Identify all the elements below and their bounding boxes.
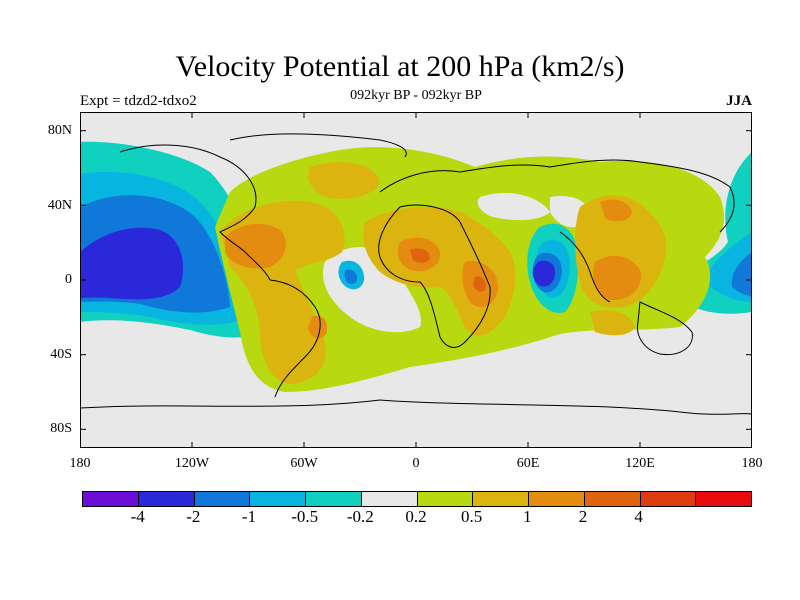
westpac-negative-contour-2 xyxy=(731,252,752,296)
indian-ocean-negative-contour-3 xyxy=(532,260,556,287)
axis-ticks xyxy=(80,112,752,448)
colorbar-swatch-1 xyxy=(138,492,195,506)
colorbar-swatch-3 xyxy=(250,492,306,506)
colorbar-label: -0.5 xyxy=(291,507,319,526)
colorbar-label: 2 xyxy=(578,507,588,526)
lat-label-40n: 40N xyxy=(47,198,72,213)
colorbar-swatch-8 xyxy=(529,492,585,506)
colorbar-label: -4 xyxy=(130,507,145,526)
lat-label-80s: 80S xyxy=(50,421,72,436)
colorbar-swatch-5 xyxy=(361,492,418,506)
lat-label-80n: 80N xyxy=(47,123,72,138)
southpac-positive-contour-0 xyxy=(590,310,635,336)
map-panel xyxy=(80,112,752,448)
colorbar-label: 1 xyxy=(523,507,532,526)
lon-label-60w: 60W xyxy=(290,456,318,471)
colorbar-swatch-2 xyxy=(194,492,251,506)
coastlines xyxy=(80,133,752,415)
eafrica-positive-contour-2 xyxy=(473,276,486,292)
colorbar-swatch-7 xyxy=(473,492,529,506)
colorbar-swatch-4 xyxy=(306,492,362,506)
velocity-potential-map xyxy=(80,112,752,448)
colorbar-swatch-6 xyxy=(417,492,474,506)
colorbar-swatch-0 xyxy=(83,492,139,506)
lon-label-180e: 180 xyxy=(741,456,763,471)
lon-label-120e: 120E xyxy=(625,456,655,471)
midlat-positive-contour-0 xyxy=(308,162,380,199)
colorbar-swatch-10 xyxy=(640,492,697,506)
lon-label-180w: 180 xyxy=(69,456,91,471)
period-label: 092kyr BP - 092kyr BP xyxy=(350,88,482,103)
lon-label-60e: 60E xyxy=(516,456,540,471)
season-label: JJA xyxy=(726,93,752,109)
experiment-label: Expt = tdzd2-tdxo2 xyxy=(80,93,197,109)
lat-label-40s: 40S xyxy=(50,347,72,362)
chart-title: Velocity Potential at 200 hPa (km2/s) xyxy=(175,50,625,83)
colorbar-label: -0.2 xyxy=(346,507,374,526)
neutral-hole-mediterranean xyxy=(477,192,550,221)
colorbar-swatch-11 xyxy=(696,492,751,506)
lon-label-120w: 120W xyxy=(174,456,210,471)
colorbar xyxy=(82,491,752,507)
africa-positive-contour-2 xyxy=(410,248,430,263)
china-positive-contour-1 xyxy=(600,199,632,222)
samerica-positive-contour-1 xyxy=(308,315,328,339)
colorbar-swatch-9 xyxy=(584,492,641,506)
lat-label-0: 0 xyxy=(65,272,72,287)
asia-positive-contour-1 xyxy=(593,255,641,301)
colorbar-label: 0.5 xyxy=(461,507,483,526)
colorbar-label: 0.2 xyxy=(405,507,427,526)
pacific-negative-contour-3 xyxy=(80,227,184,300)
colorbar-label: -2 xyxy=(186,507,201,526)
colorbar-label: 4 xyxy=(634,507,643,526)
south-atlantic-negative-contour-1 xyxy=(344,269,358,285)
americas-positive-contour-1 xyxy=(225,223,287,269)
colorbar-label: -1 xyxy=(241,507,257,526)
lon-label-0: 0 xyxy=(412,456,420,471)
